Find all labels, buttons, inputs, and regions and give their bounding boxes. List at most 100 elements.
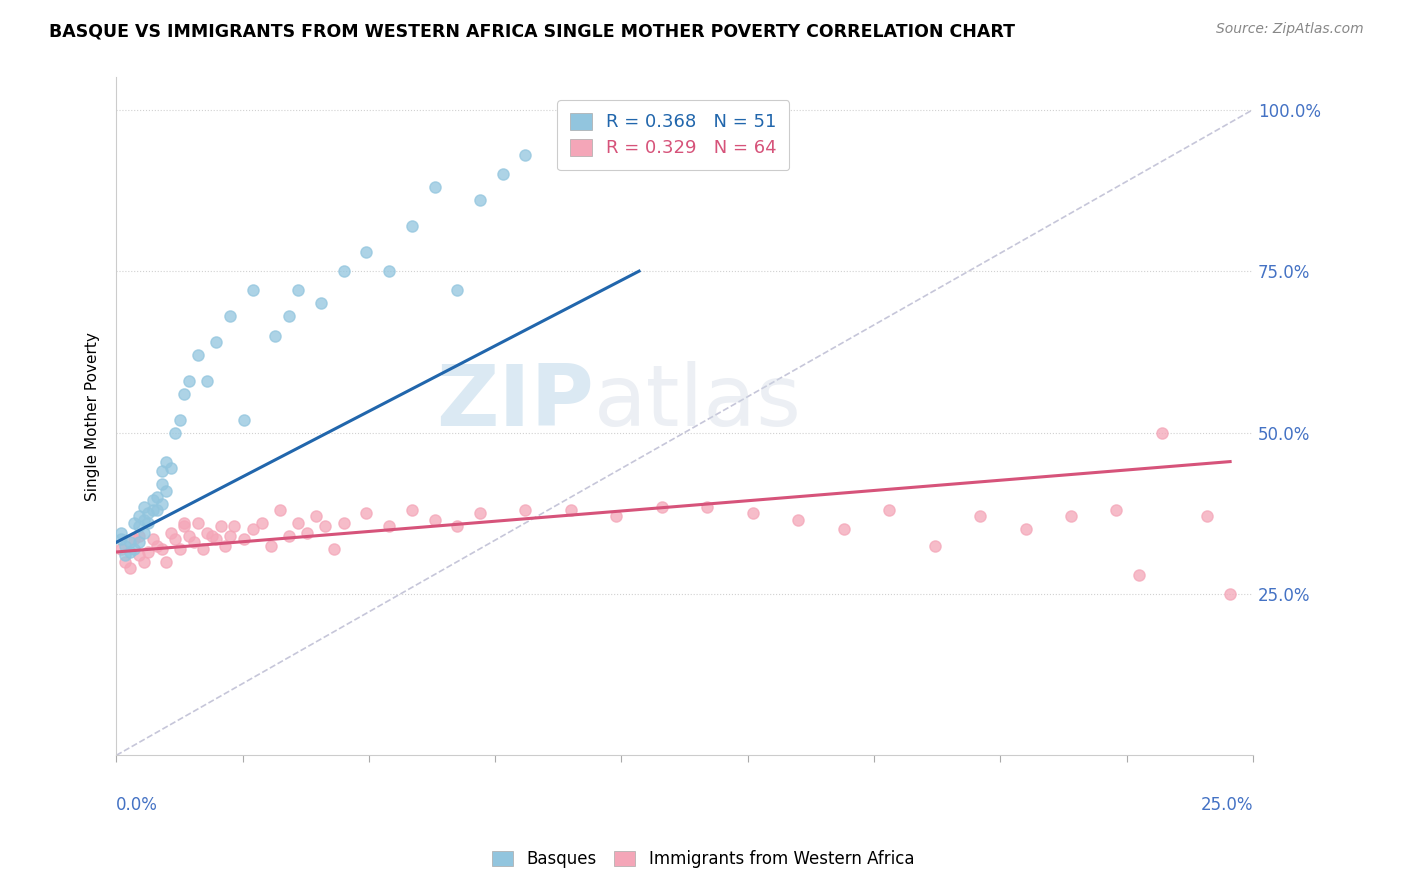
Point: [205, 335, 228, 350]
Point: [159, 525, 181, 540]
Point: [110, 532, 132, 546]
Point: [132, 525, 155, 540]
Y-axis label: Single Mother Poverty: Single Mother Poverty: [86, 332, 100, 500]
Point: [118, 545, 141, 559]
Point: [150, 541, 173, 556]
Point: [205, 532, 228, 546]
Point: [136, 506, 159, 520]
Point: [877, 503, 900, 517]
Point: [114, 539, 136, 553]
Point: [1105, 503, 1128, 517]
Point: [142, 503, 165, 517]
Point: [146, 490, 169, 504]
Point: [132, 513, 155, 527]
Point: [214, 539, 236, 553]
Point: [446, 284, 468, 298]
Point: [187, 348, 209, 362]
Legend: R = 0.368   N = 51, R = 0.329   N = 64: R = 0.368 N = 51, R = 0.329 N = 64: [557, 100, 789, 170]
Point: [605, 509, 627, 524]
Point: [155, 555, 177, 569]
Text: 0.0%: 0.0%: [117, 796, 157, 814]
Point: [260, 539, 283, 553]
Point: [136, 516, 159, 530]
Point: [118, 535, 141, 549]
Point: [124, 516, 146, 530]
Point: [150, 464, 173, 478]
Point: [401, 219, 423, 233]
Text: 25.0%: 25.0%: [1201, 796, 1253, 814]
Point: [173, 516, 195, 530]
Point: [195, 525, 218, 540]
Point: [159, 461, 181, 475]
Point: [136, 545, 159, 559]
Point: [165, 532, 187, 546]
Point: [173, 519, 195, 533]
Point: [515, 503, 537, 517]
Point: [696, 500, 718, 514]
Point: [1219, 587, 1241, 601]
Point: [332, 264, 354, 278]
Point: [628, 103, 651, 117]
Point: [232, 412, 254, 426]
Point: [118, 561, 141, 575]
Point: [969, 509, 991, 524]
Point: [155, 454, 177, 468]
Point: [110, 525, 132, 540]
Point: [183, 535, 205, 549]
Point: [142, 493, 165, 508]
Point: [515, 148, 537, 162]
Point: [201, 529, 224, 543]
Point: [128, 529, 150, 543]
Point: [250, 516, 273, 530]
Point: [741, 506, 763, 520]
Point: [309, 296, 332, 310]
Point: [128, 535, 150, 549]
Point: [468, 506, 491, 520]
Point: [560, 503, 582, 517]
Point: [114, 555, 136, 569]
Point: [128, 548, 150, 562]
Text: ZIP: ZIP: [436, 361, 593, 444]
Point: [187, 516, 209, 530]
Point: [132, 555, 155, 569]
Text: atlas: atlas: [593, 361, 801, 444]
Legend: Basques, Immigrants from Western Africa: Basques, Immigrants from Western Africa: [485, 844, 921, 875]
Point: [287, 284, 309, 298]
Point: [832, 522, 855, 536]
Point: [1128, 567, 1150, 582]
Point: [1014, 522, 1036, 536]
Point: [165, 425, 187, 440]
Point: [297, 525, 319, 540]
Point: [219, 529, 242, 543]
Point: [110, 541, 132, 556]
Point: [177, 529, 200, 543]
Point: [146, 503, 169, 517]
Point: [278, 310, 301, 324]
Point: [169, 541, 191, 556]
Point: [169, 412, 191, 426]
Text: BASQUE VS IMMIGRANTS FROM WESTERN AFRICA SINGLE MOTHER POVERTY CORRELATION CHART: BASQUE VS IMMIGRANTS FROM WESTERN AFRICA…: [49, 22, 1015, 40]
Point: [1060, 509, 1083, 524]
Point: [378, 519, 401, 533]
Point: [264, 328, 287, 343]
Point: [219, 310, 242, 324]
Point: [1197, 509, 1219, 524]
Point: [423, 513, 446, 527]
Point: [323, 541, 346, 556]
Point: [651, 500, 673, 514]
Point: [177, 374, 200, 388]
Point: [269, 503, 291, 517]
Point: [305, 509, 328, 524]
Point: [209, 519, 232, 533]
Point: [150, 477, 173, 491]
Text: Source: ZipAtlas.com: Source: ZipAtlas.com: [1216, 22, 1364, 37]
Point: [446, 519, 468, 533]
Point: [124, 532, 146, 546]
Point: [232, 532, 254, 546]
Point: [278, 529, 301, 543]
Point: [401, 503, 423, 517]
Point: [242, 522, 264, 536]
Point: [492, 167, 515, 181]
Point: [314, 519, 336, 533]
Point: [924, 539, 946, 553]
